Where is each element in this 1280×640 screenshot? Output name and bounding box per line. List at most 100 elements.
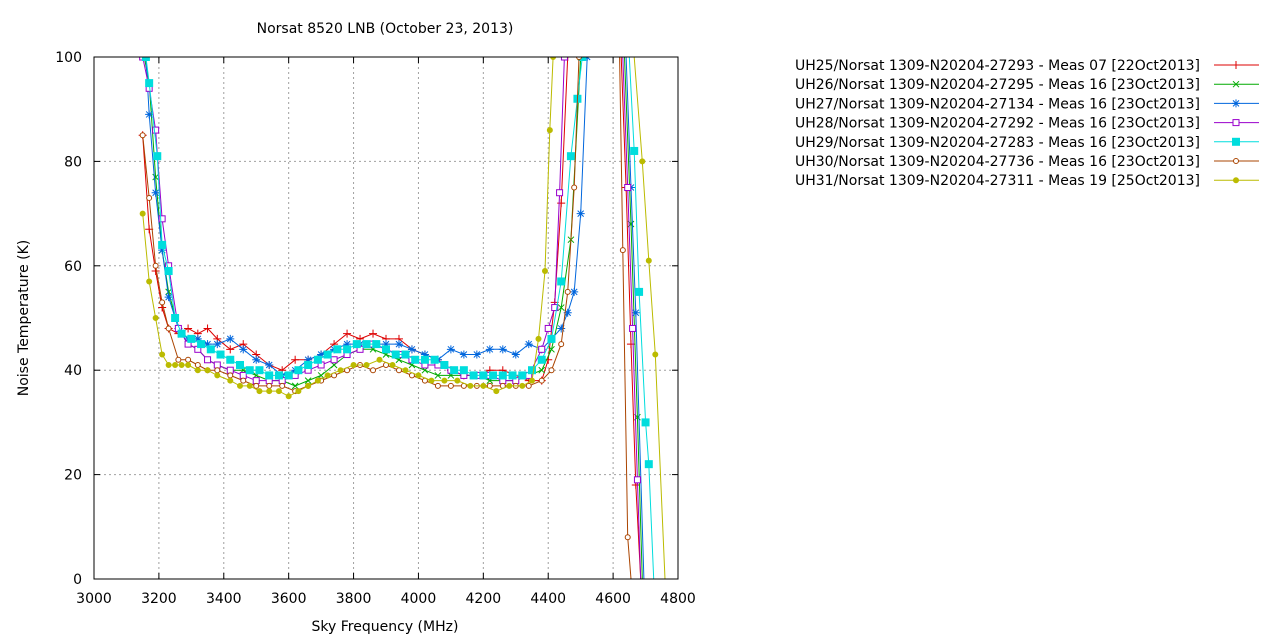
legend-entry: UH28/Norsat 1309-N20204-27292 - Meas 16 … [795,116,1259,132]
series-6-rolloff-point [619,247,626,254]
x-tick-label: 4000 [401,591,437,607]
series-3-point [317,350,326,359]
series-7-point [546,127,553,134]
series-7-point [139,210,146,217]
series-7-point [529,377,535,384]
series-5-point [294,366,303,375]
series-6-rolloff [619,57,635,579]
series-6-point [139,132,146,139]
series-5-point [197,340,206,349]
series-4-rolloff [622,57,642,579]
series-3-point [511,350,520,359]
x-tick-label: 4600 [595,591,631,607]
series-5-point [479,371,488,380]
series-3-point [226,334,235,343]
legend-label: UH30/Norsat 1309-N20204-27736 - Meas 16 … [795,154,1200,170]
series-1-point [557,199,566,208]
series-7-point [178,361,185,368]
series-6-point [253,382,260,389]
x-tick-label: 3400 [206,591,242,607]
series-7-point [467,382,474,389]
plot-area [138,57,666,579]
series-3-point [557,324,566,333]
series-5-point [391,350,400,359]
series-6-point [370,367,377,374]
series-5-point [245,366,254,375]
series-6-point [279,382,286,389]
series-7-point [550,57,557,60]
series-6-point [538,377,545,384]
y-tick-label: 0 [73,572,82,588]
series-5-point [274,371,283,380]
series-4-point [158,215,166,223]
series-1-point [369,329,378,338]
series-5-point [265,371,274,380]
series-7-point [337,367,344,374]
y-tick-label: 60 [64,259,82,275]
series-7-point [454,377,461,384]
series-5-point [450,366,459,375]
series-7-point [389,361,396,368]
series-6-line [142,57,580,392]
series-3-rolloff [625,57,645,579]
series-7-point [506,382,513,389]
series-2-point [434,372,442,379]
series-6-point [175,356,182,363]
series-5-point [489,371,498,380]
series-5-point [352,340,361,349]
legend-label: UH29/Norsat 1309-N20204-27283 - Meas 16 … [795,135,1200,151]
grid [94,57,678,579]
series-3-point [524,340,533,349]
series-4-point [239,371,247,379]
series-3-point [563,308,572,317]
series-5-point [304,360,313,369]
series-5-point [284,371,293,380]
series-5-point [401,350,410,359]
series-5-point [578,57,587,61]
x-tick-label: 4800 [660,591,696,607]
legend-label: UH25/Norsat 1309-N20204-27293 - Meas 07 … [795,58,1200,74]
series-1-point [203,324,212,333]
series-5-point [518,371,527,380]
series-7-point [227,377,234,384]
series-1-rolloff-point [626,340,635,349]
series-5-point [333,345,342,354]
legend-marker [1232,99,1240,108]
series-7 [139,57,557,400]
x-tick-label: 3800 [336,591,372,607]
series-5-point [362,340,371,349]
chart-title: Norsat 8520 LNB (October 23, 2013) [257,21,514,37]
x-tick-label: 4200 [466,591,502,607]
series-4-rolloff-point [633,476,641,484]
series-5-rolloff [628,57,655,579]
series-7-point [402,367,409,374]
series-7-point [541,268,548,275]
series-5-point [145,79,154,88]
series-3-point [394,340,403,349]
series-5-point [226,355,235,364]
series-5-rolloff-point [641,418,650,427]
series-5-point [153,152,162,161]
series-7-point [246,382,253,389]
x-tick-label: 3600 [271,591,307,607]
series-5-point [255,366,264,375]
series-3-point [382,340,390,349]
series-3-point [570,287,579,296]
series-3-point [203,340,212,349]
legend-marker [1233,158,1239,164]
series-7-point [172,361,179,368]
series-5-point [171,314,180,322]
series-3-line [145,57,588,376]
series-5-rolloff-point [644,460,653,469]
series-6-point [240,377,247,384]
legend: UH25/Norsat 1309-N20204-27293 - Meas 07 … [795,58,1259,189]
y-tick-label: 80 [64,154,82,170]
series-3-point [472,350,481,359]
series-5-point [372,340,381,349]
legend-marker [1232,80,1240,88]
series-3-point [343,340,352,349]
series-7-point [214,372,221,379]
series-5-point [547,334,556,343]
series-2-point [304,377,312,384]
